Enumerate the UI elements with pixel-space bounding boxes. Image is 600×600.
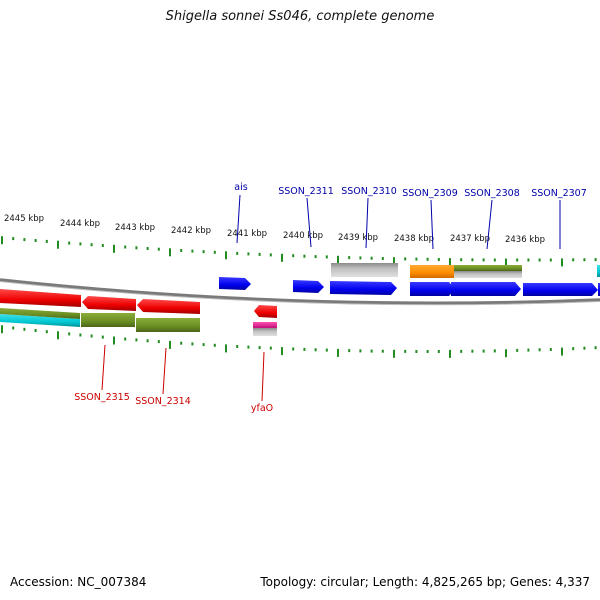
feature-bar-cyan-left: [0, 314, 80, 327]
gene-arrow-sson-2309: [410, 282, 455, 296]
feature-bar-olive-2308: [454, 265, 522, 271]
feature-bar-magenta-yfao: [253, 322, 277, 328]
tick-marks-bottom: [1, 325, 597, 358]
kbp-label-2437: 2437 kbp: [450, 234, 490, 244]
feature-bar-gray-yfao: [253, 328, 277, 336]
kbp-label-2440: 2440 kbp: [283, 231, 323, 241]
leader-line-sson-2309: [430, 199, 434, 250]
gene-arrow-ais: [219, 277, 251, 290]
feature-bar-cyan-edge: [597, 265, 600, 277]
genome-backbone: [0, 278, 600, 306]
kbp-label-2438: 2438 kbp: [394, 234, 434, 244]
gene-arrow-sson-2314: [137, 299, 200, 314]
leader-line-sson-2314: [162, 347, 167, 395]
kbp-label-2442: 2442 kbp: [171, 226, 211, 236]
gene-arrow-sson-2310: [330, 281, 397, 295]
leader-line-sson-2310: [365, 197, 369, 249]
topology-text: Topology: circular; Length: 4,825,265 bp…: [260, 575, 590, 589]
leader-line-sson-2311: [306, 197, 312, 248]
kbp-label-2444: 2444 kbp: [60, 219, 100, 229]
feature-bar-olive-left: [0, 308, 80, 319]
feature-bar-gray-2308: [454, 271, 522, 278]
gene-arrow-sson-2308: [451, 282, 521, 296]
gene-arrow-left-partial: [0, 289, 81, 307]
gene-label-sson-2310: SSON_2310: [341, 186, 397, 197]
gene-label-sson-2315: SSON_2315: [74, 392, 130, 403]
gene-label-yfao: yfaO: [251, 403, 273, 414]
gene-label-ais: ais: [234, 182, 247, 193]
feature-bar-olive-2315: [81, 313, 135, 327]
gene-label-sson-2311: SSON_2311: [278, 186, 334, 197]
gene-label-sson-2309: SSON_2309: [402, 188, 458, 199]
gene-arrow-yfao: [254, 305, 277, 318]
leader-line-sson-2315: [101, 344, 106, 391]
accession-text: Accession: NC_007384: [10, 575, 147, 589]
gene-label-sson-2314: SSON_2314: [135, 396, 191, 407]
feature-bar-olive-2314: [136, 318, 200, 332]
leader-line-yfao: [261, 351, 265, 402]
feature-bar-orange-2309: [410, 265, 454, 278]
kbp-label-2441: 2441 kbp: [227, 229, 267, 239]
gene-arrow-sson-2315: [82, 296, 136, 311]
gene-arrow-sson-2307: [523, 283, 598, 296]
kbp-label-2443: 2443 kbp: [115, 223, 155, 233]
gene-label-sson-2308: SSON_2308: [464, 188, 520, 199]
gene-arrow-sson-2311: [293, 280, 324, 293]
kbp-label-2436: 2436 kbp: [505, 235, 545, 245]
leader-line-sson-2308: [486, 199, 493, 250]
kbp-label-2445: 2445 kbp: [4, 214, 44, 224]
leader-line-ais: [236, 194, 241, 244]
diagram-title: Shigella sonnei Ss046, complete genome: [165, 9, 435, 24]
tick-marks-top: [1, 236, 597, 267]
feature-bar-gray-2310: [331, 263, 398, 277]
kbp-label-2439: 2439 kbp: [338, 233, 378, 243]
gene-label-sson-2307: SSON_2307: [531, 188, 587, 199]
gene-fragment-right: [598, 283, 600, 296]
